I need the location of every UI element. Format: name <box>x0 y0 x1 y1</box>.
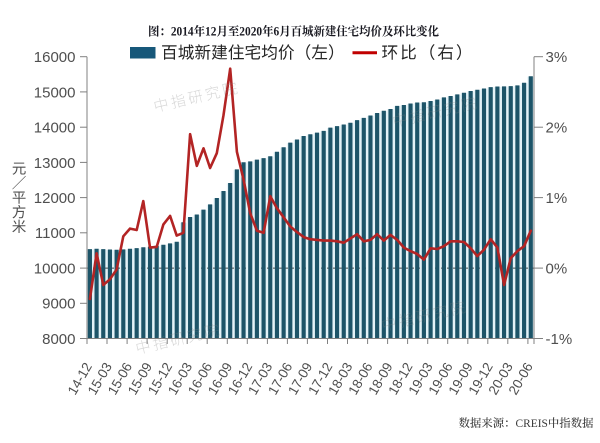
svg-text:3%: 3% <box>546 49 568 66</box>
svg-text:6: 6 <box>274 24 280 39</box>
svg-text:12: 12 <box>205 24 216 39</box>
svg-text:2%: 2% <box>546 120 568 137</box>
svg-text:14000: 14000 <box>34 120 76 137</box>
svg-text:1%: 1% <box>546 190 568 207</box>
svg-text:-1%: -1% <box>546 331 573 348</box>
svg-text:11000: 11000 <box>35 225 76 242</box>
svg-text:2014: 2014 <box>171 24 194 39</box>
svg-text:8000: 8000 <box>42 331 75 348</box>
svg-text:15000: 15000 <box>34 84 76 101</box>
svg-text:0%: 0% <box>546 260 568 277</box>
svg-text:9000: 9000 <box>42 296 75 313</box>
svg-text:13000: 13000 <box>34 155 76 172</box>
svg-text:16000: 16000 <box>34 49 76 66</box>
svg-text:10000: 10000 <box>34 260 76 277</box>
svg-text:CREIS: CREIS <box>516 418 548 430</box>
svg-text:2020: 2020 <box>239 24 262 39</box>
svg-text:12000: 12000 <box>34 190 76 207</box>
